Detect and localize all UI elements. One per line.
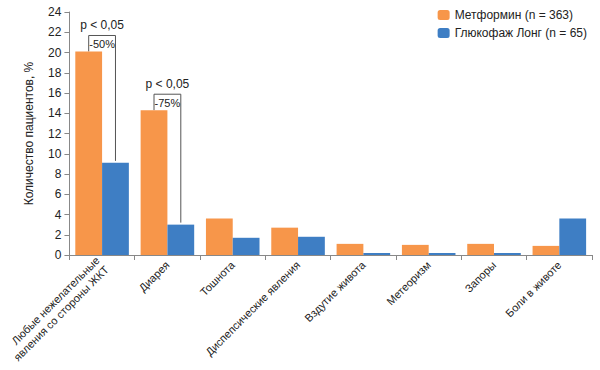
svg-text:24: 24: [48, 5, 62, 19]
svg-text:0: 0: [55, 248, 62, 262]
svg-text:12: 12: [48, 127, 62, 141]
svg-text:8: 8: [55, 167, 62, 181]
svg-text:Запоры: Запоры: [462, 259, 498, 295]
svg-text:Диарея: Диарея: [136, 259, 171, 294]
svg-text:Вздутие живота: Вздутие живота: [302, 258, 368, 324]
svg-text:Количество пациентов, %: Количество пациентов, %: [22, 61, 36, 205]
svg-text:4: 4: [55, 208, 62, 222]
svg-text:Тошнота: Тошнота: [198, 258, 238, 298]
svg-text:явления со стороны ЖКТ: явления со стороны ЖКТ: [11, 263, 111, 363]
svg-text:10: 10: [48, 147, 62, 161]
svg-text:6: 6: [55, 187, 62, 201]
svg-text:20: 20: [48, 46, 62, 60]
svg-text:16: 16: [48, 86, 62, 100]
svg-text:Любые нежелательные: Любые нежелательные: [9, 254, 102, 347]
svg-text:-50%: -50%: [89, 38, 115, 50]
svg-text:Диспепсические явления: Диспепсические явления: [203, 259, 302, 358]
svg-text:Метеоризм: Метеоризм: [384, 259, 433, 308]
svg-text:2: 2: [55, 228, 62, 242]
svg-text:18: 18: [48, 66, 62, 80]
svg-text:Глюкофаж Лонг (n = 65): Глюкофаж Лонг (n = 65): [455, 26, 587, 40]
svg-text:22: 22: [48, 25, 62, 39]
svg-text:p < 0,05: p < 0,05: [146, 77, 190, 91]
svg-text:-75%: -75%: [155, 97, 181, 109]
svg-text:14: 14: [48, 106, 62, 120]
svg-text:Боли в животе: Боли в животе: [503, 259, 564, 320]
svg-text:p < 0,05: p < 0,05: [80, 18, 124, 32]
svg-text:Метформин (n = 363): Метформин (n = 363): [455, 8, 573, 22]
